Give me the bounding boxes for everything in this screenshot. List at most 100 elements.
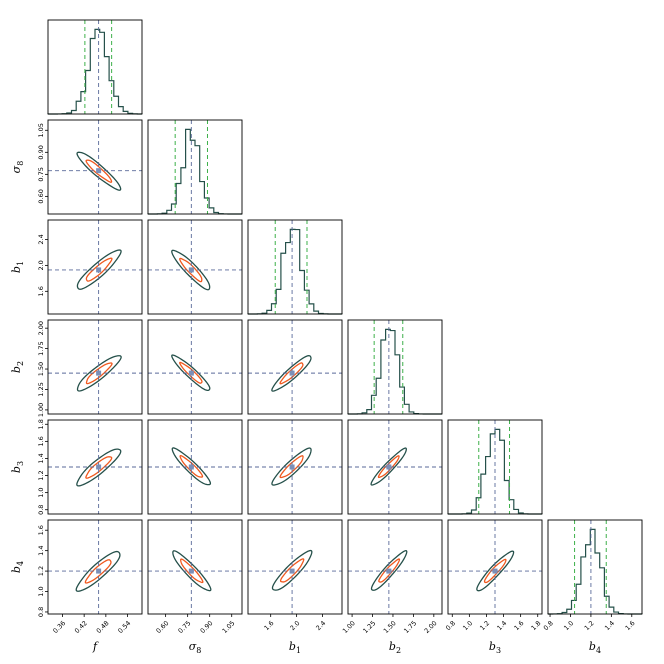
y-tick-label: 0.60 — [37, 189, 45, 203]
contour-outer-f-b1 — [76, 249, 122, 290]
y-tick-label: 1.50 — [37, 362, 45, 376]
panel-frame — [147, 219, 243, 315]
x-tick-label: 0.42 — [73, 619, 89, 635]
histogram-f — [47, 28, 143, 115]
y-tick-label: 1.6 — [37, 286, 45, 296]
panel-frame — [447, 519, 543, 615]
x-tick-label: 1.75 — [402, 619, 418, 635]
x-axis-label-b2: b2 — [389, 640, 401, 655]
contour-outer-sigma8-b4 — [172, 550, 212, 592]
y-axis-label-sigma8: σ8 — [10, 161, 25, 174]
x-tick-label: 0.75 — [177, 619, 193, 635]
contour-outer-sigma8-b3 — [171, 447, 212, 486]
contour-inner-sigma8-b4 — [180, 558, 204, 584]
x-tick-label: 1.00 — [341, 619, 357, 635]
panel-frame — [347, 519, 443, 615]
y-tick-label: 0.8 — [37, 505, 45, 515]
contour-inner-b1-b3 — [279, 455, 304, 479]
truth-marker-f-b2 — [96, 370, 102, 376]
panel-frame — [47, 19, 143, 115]
x-tick-label: 1.25 — [361, 619, 377, 635]
y-tick-label: 1.6 — [37, 436, 45, 446]
x-axis-label-b3: b3 — [489, 640, 501, 655]
contour-inner-f-b3 — [85, 456, 113, 479]
x-tick-label: 1.50 — [382, 619, 398, 635]
panel-sigma8-sigma8 — [147, 119, 243, 215]
y-tick-label: 1.2 — [37, 470, 45, 480]
panel-b4-b1: 1.6 2.0 2.4 b1 — [247, 519, 343, 655]
x-tick-label: 2.00 — [423, 619, 439, 635]
contour-inner-sigma8-b2 — [179, 361, 203, 384]
y-tick-label: 1.0 — [37, 586, 45, 596]
y-tick-label: 2.0 — [37, 260, 45, 270]
x-tick-label: 0.8 — [542, 619, 555, 632]
panel-b3-f: 0.8 1.0 1.2 1.4 1.6 1.8 b3 — [10, 419, 143, 515]
x-tick-label: 1.6 — [263, 619, 276, 632]
panel-b4-f: 0.36 0.42 0.48 0.54 f 0.8 1.0 1.2 1.4 1.6 b4 — [10, 519, 143, 653]
x-tick-label: 1.0 — [461, 619, 474, 632]
panel-frame — [47, 119, 143, 215]
panel-b3-b2 — [347, 419, 443, 515]
panel-frame — [247, 519, 343, 615]
panel-frame — [547, 519, 643, 615]
panel-b4-sigma8: 0.60 0.75 0.90 1.05 σ8 — [147, 519, 243, 655]
y-tick-label: 1.0 — [37, 487, 45, 497]
x-tick-label: 1.6 — [624, 619, 637, 632]
x-axis-label-b1: b1 — [289, 640, 301, 655]
y-axis-label-b3: b3 — [10, 461, 25, 473]
panel-frame — [47, 219, 143, 315]
histogram-b1 — [247, 228, 342, 315]
panel-b1-f: 1.6 2.0 2.4 b1 — [10, 219, 143, 315]
truth-marker-sigma8-b3 — [188, 464, 194, 470]
x-tick-label: 1.0 — [562, 619, 575, 632]
panel-b3-b3 — [447, 419, 543, 515]
panel-frame — [247, 219, 343, 315]
contour-inner-f-b4 — [84, 559, 112, 584]
x-tick-label: 1.6 — [512, 619, 525, 632]
histogram-sigma8 — [147, 128, 242, 215]
y-tick-label: 0.8 — [37, 607, 45, 617]
x-tick-label: 2.0 — [288, 619, 301, 632]
contour-outer-sigma8-b1 — [171, 249, 211, 291]
x-tick-label: 2.4 — [314, 619, 327, 632]
y-axis-label-b4: b4 — [10, 561, 25, 573]
x-tick-label: 1.4 — [495, 619, 508, 632]
x-tick-label: 1.8 — [530, 619, 543, 632]
panel-frame — [147, 419, 243, 515]
x-tick-label: 0.54 — [116, 619, 132, 635]
truth-marker-b2-b3 — [386, 464, 392, 470]
panel-b2-b1 — [247, 319, 343, 415]
truth-marker-b1-b4 — [289, 568, 295, 574]
contour-inner-b1-b2 — [279, 362, 304, 385]
x-tick-label: 1.2 — [478, 619, 491, 632]
truth-marker-b3-b4 — [492, 568, 498, 574]
truth-marker-f-sigma8 — [96, 168, 102, 174]
x-tick-label: 0.60 — [155, 619, 171, 635]
x-tick-label: 0.90 — [199, 619, 215, 635]
x-tick-label: 1.4 — [603, 619, 616, 632]
truth-marker-b2-b4 — [386, 568, 392, 574]
panel-frame — [147, 519, 243, 615]
x-tick-label: 0.36 — [51, 619, 67, 635]
panel-frame — [347, 419, 443, 515]
truth-marker-f-b1 — [96, 267, 102, 273]
panel-b1-b1 — [247, 219, 343, 315]
panel-b2-b2 — [347, 319, 443, 415]
panel-b3-sigma8 — [147, 419, 243, 515]
panel-b2-f: 1.00 1.25 1.50 1.75 2.00 b2 — [10, 319, 143, 417]
contour-outer-b2-b3 — [370, 447, 407, 486]
contour-inner-f-sigma8 — [85, 159, 113, 183]
contour-inner-f-b1 — [85, 257, 113, 282]
panel-b3-b1 — [247, 419, 343, 515]
y-tick-label: 1.00 — [37, 403, 45, 417]
contour-inner-sigma8-b1 — [179, 257, 203, 283]
contour-outer-b1-b4 — [271, 549, 313, 591]
y-tick-label: 0.75 — [37, 167, 45, 181]
y-tick-label: 1.25 — [37, 382, 45, 396]
contour-outer-f-sigma8 — [76, 151, 122, 191]
panel-frame — [347, 319, 443, 415]
y-tick-label: 1.6 — [37, 525, 45, 535]
panel-b4-b4: 0.8 1.0 1.2 1.4 1.6 b4 — [542, 519, 643, 655]
contour-inner-sigma8-b3 — [179, 455, 204, 478]
